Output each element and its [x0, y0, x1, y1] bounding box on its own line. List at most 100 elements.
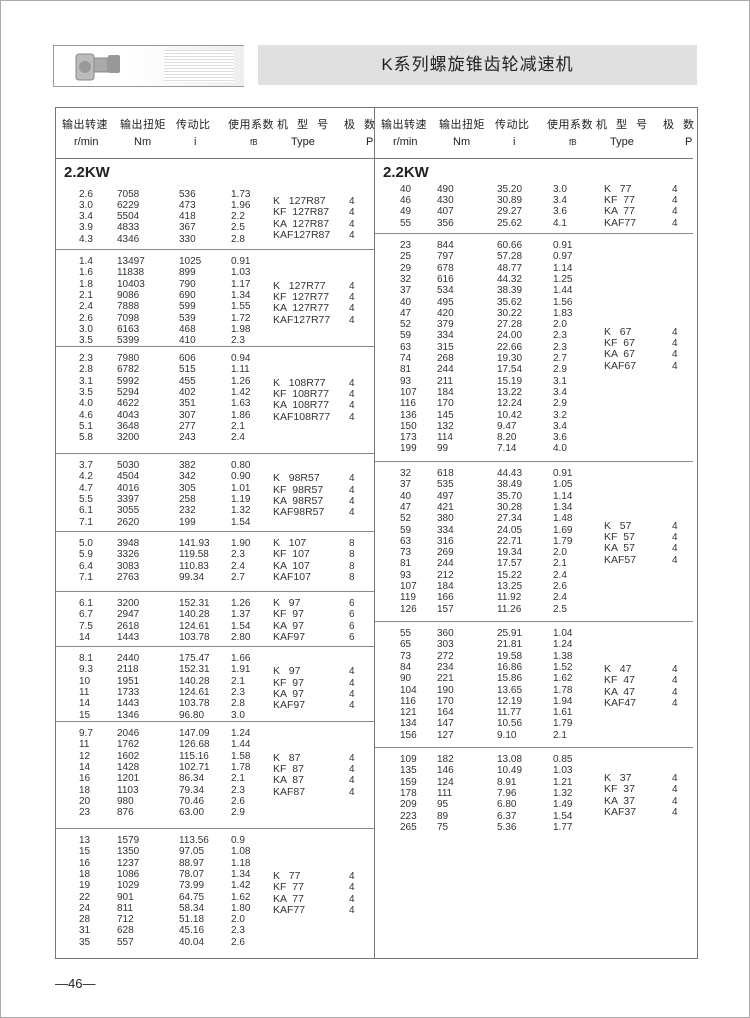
- output-torque: 5030: [117, 460, 140, 471]
- output-speed: 11: [79, 739, 90, 751]
- output-speed: 9.3: [79, 664, 93, 676]
- service-factor: 0.91: [231, 256, 251, 267]
- output-speed: 16: [79, 773, 91, 785]
- output-speed: 5.0: [79, 538, 93, 549]
- ratio: 8.91: [497, 776, 517, 788]
- output-speed: 63: [400, 341, 412, 353]
- model-group: 32 618 44.43 0.91 37 535 38.49 1.05 40 497 35.70 1.…: [375, 461, 693, 622]
- pole-count: 4: [349, 700, 355, 712]
- ratio: 27.34: [497, 513, 523, 525]
- model-type: K 97: [273, 665, 301, 678]
- output-torque: 628: [117, 925, 134, 937]
- output-speed: 40: [400, 490, 412, 502]
- service-factor: 1.37: [231, 609, 251, 621]
- service-factor: 2.4: [553, 569, 567, 581]
- output-torque: 182: [437, 754, 454, 765]
- output-speed: 25: [400, 251, 412, 263]
- output-speed: 6.1: [79, 505, 93, 517]
- model-type: KF 87: [273, 762, 304, 775]
- output-torque: 356: [437, 217, 454, 229]
- output-torque: 7058: [117, 188, 140, 200]
- service-factor: 1.21: [553, 776, 573, 788]
- pole-count: 4: [349, 893, 355, 905]
- output-speed: 119: [400, 592, 416, 604]
- output-speed: 178: [400, 787, 417, 799]
- service-factor: 2.9: [553, 398, 567, 410]
- ratio: 78.07: [179, 868, 205, 880]
- model-type: KAF87: [273, 785, 306, 798]
- pole-count: 4: [672, 686, 678, 698]
- output-speed: 2.6: [79, 312, 93, 324]
- output-speed: 3.7: [79, 460, 93, 471]
- ratio: 10.49: [497, 765, 523, 777]
- ratio: 24.05: [497, 524, 523, 536]
- service-factor: 2.0: [231, 914, 245, 926]
- ratio: 141.93: [179, 538, 210, 549]
- ratio: 330: [179, 233, 196, 245]
- pole-count: 4: [672, 532, 678, 544]
- output-torque: 95: [437, 799, 449, 811]
- output-speed: 40: [400, 296, 412, 308]
- service-factor: 1.14: [553, 262, 573, 274]
- ratio: 48.77: [497, 262, 523, 274]
- ratio: 790: [179, 278, 196, 290]
- ratio: 258: [179, 493, 196, 505]
- output-torque: 10403: [117, 278, 145, 290]
- service-factor: 1.26: [231, 375, 251, 387]
- service-factor: 1.03: [231, 267, 251, 279]
- service-factor: 1.08: [231, 846, 251, 858]
- model-type: KAF98R57: [273, 506, 325, 519]
- output-speed: 199: [400, 443, 417, 455]
- ratio: 51.18: [179, 914, 205, 926]
- output-speed: 65: [400, 639, 412, 651]
- ratio: 468: [179, 323, 196, 335]
- ratio: 15.19: [497, 375, 523, 387]
- output-torque: 4622: [117, 398, 140, 410]
- output-speed: 107: [400, 386, 417, 398]
- service-factor: 1.61: [553, 707, 573, 719]
- output-torque: 1733: [117, 686, 140, 698]
- ratio: 17.54: [497, 364, 523, 376]
- output-speed: 173: [400, 432, 417, 444]
- service-factor: 1.44: [231, 739, 251, 751]
- service-factor: 2.80: [231, 631, 251, 643]
- output-torque: 1602: [117, 750, 140, 762]
- output-speed: 47: [400, 307, 412, 319]
- output-torque: 490: [437, 183, 454, 195]
- column-header-en: r/min: [74, 136, 99, 148]
- ratio: 13.08: [497, 754, 523, 765]
- ratio: 99.34: [179, 571, 205, 583]
- ratio: 58.34: [179, 902, 205, 914]
- service-factor: 2.0: [553, 547, 567, 559]
- column-header-en: Nm: [134, 136, 152, 148]
- output-speed: 22: [79, 891, 91, 903]
- output-torque: 2440: [117, 653, 140, 664]
- service-factor: 2.3: [553, 330, 567, 342]
- ratio: 27.28: [497, 319, 523, 331]
- model-type: K 47: [604, 662, 632, 675]
- service-factor: 1.52: [553, 661, 573, 673]
- ratio: 57.28: [497, 251, 523, 263]
- column-header-cn: 机 型 号: [596, 119, 651, 131]
- output-torque: 184: [437, 581, 454, 592]
- service-factor: 1.03: [553, 765, 573, 777]
- service-factor: 1.55: [231, 301, 251, 313]
- output-torque: 535: [437, 479, 454, 491]
- output-speed: 7.1: [79, 516, 93, 528]
- output-speed: 90: [400, 673, 412, 685]
- output-torque: 124: [437, 776, 454, 788]
- model-type: KAF107: [273, 570, 311, 583]
- ratio: 1025: [179, 256, 202, 267]
- ratio: 7.14: [497, 443, 517, 455]
- service-factor: 1.32: [553, 787, 573, 799]
- service-factor: 4.1: [553, 217, 567, 229]
- model-type: KF 98R57: [273, 483, 324, 496]
- ratio: 126.68: [179, 739, 210, 751]
- ratio: 38.39: [497, 285, 523, 297]
- output-speed: 156: [400, 729, 417, 741]
- pole-count: 4: [349, 495, 355, 507]
- ratio: 5.36: [497, 821, 517, 833]
- column-divider: [374, 108, 375, 958]
- output-speed: 32: [400, 468, 412, 479]
